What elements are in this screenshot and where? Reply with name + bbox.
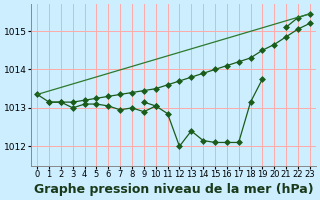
X-axis label: Graphe pression niveau de la mer (hPa): Graphe pression niveau de la mer (hPa) — [34, 183, 313, 196]
